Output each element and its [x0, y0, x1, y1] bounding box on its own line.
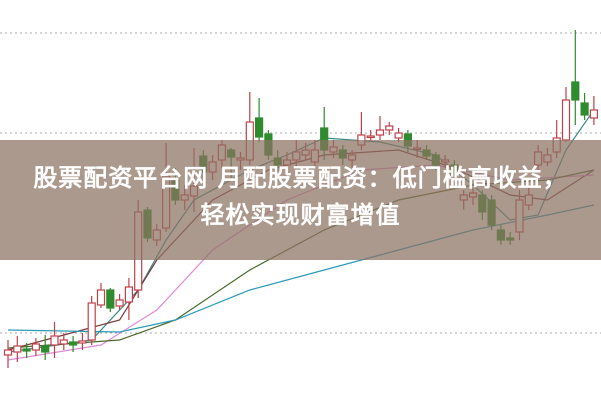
- candle-body: [580, 102, 589, 116]
- candle-body: [3, 349, 13, 356]
- candle-body: [571, 81, 580, 101]
- candle-body: [561, 99, 571, 141]
- candle-body: [22, 348, 31, 352]
- candle-body: [68, 341, 78, 346]
- headline-line-1: 股票配资平台网 月配股票配资：低门槛高收益，: [33, 164, 568, 192]
- headline-line-2: 轻松实现财富增值: [200, 201, 401, 229]
- candle-body: [394, 132, 403, 139]
- candle-body: [255, 117, 264, 138]
- candle-body: [78, 340, 87, 344]
- candle-body: [375, 129, 385, 136]
- candle-body: [106, 289, 115, 309]
- candle-body: [385, 125, 394, 131]
- candle-body: [87, 302, 96, 341]
- candle-body: [366, 135, 375, 139]
- candle-body: [589, 109, 599, 119]
- candle-body: [31, 343, 41, 351]
- headline: 股票配资平台网 月配股票配资：低门槛高收益， 轻松实现财富增值: [0, 160, 601, 234]
- headline-banner: [0, 140, 601, 260]
- candle-body: [96, 289, 106, 306]
- candle-body: [41, 345, 50, 353]
- candle-body: [59, 339, 68, 345]
- candle-body: [124, 286, 134, 303]
- candle-body: [13, 345, 22, 353]
- candle-body: [115, 299, 124, 307]
- candle-body: [50, 335, 59, 346]
